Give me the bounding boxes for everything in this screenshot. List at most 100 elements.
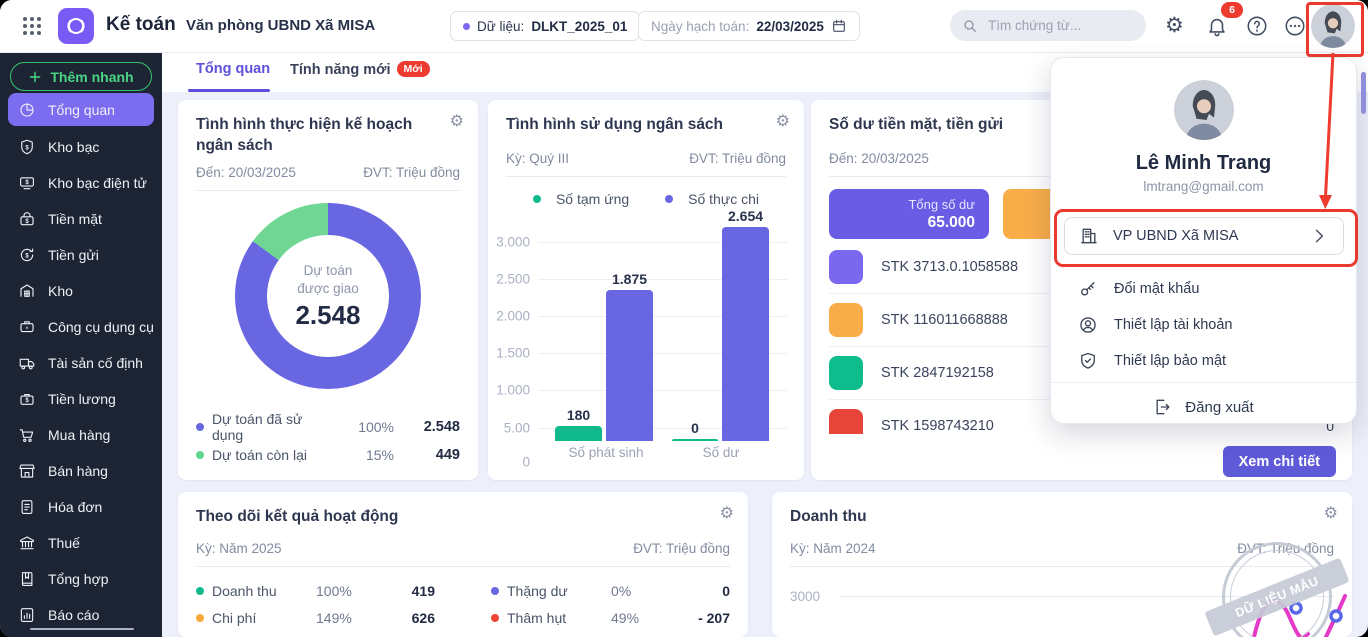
help-icon[interactable] bbox=[1246, 15, 1268, 37]
card-title: Tình hình sử dụng ngân sách bbox=[506, 116, 724, 133]
quick-add-label: Thêm nhanh bbox=[50, 68, 134, 85]
search-input[interactable] bbox=[986, 17, 1130, 34]
legend-row: Dự toán đã sử dụng 100% 2.548 bbox=[196, 411, 460, 443]
card-title: Theo dõi kết quả hoạt động bbox=[196, 508, 399, 525]
account-row[interactable]: STK 1598743210 0 bbox=[829, 400, 1334, 434]
card-title: Doanh thu bbox=[790, 508, 867, 525]
cash-wallet-icon: $ bbox=[20, 212, 34, 226]
e-treasury-card-icon: $ bbox=[20, 177, 34, 190]
sidebar-item-tien-gui[interactable]: $ Tiền gửi bbox=[8, 237, 154, 273]
app-title: Kế toán bbox=[106, 14, 176, 35]
sidebar-item-tong-hop[interactable]: Tổng hợp bbox=[8, 561, 154, 597]
period-label: Kỳ: Năm 2024 bbox=[790, 541, 876, 556]
treasury-shield-icon: $ bbox=[21, 139, 33, 155]
warehouse-icon bbox=[20, 284, 34, 297]
card-gear-icon[interactable]: ⚙ bbox=[775, 113, 790, 130]
building-icon bbox=[1081, 228, 1097, 244]
unit-label: ĐVT: Triệu đồng bbox=[689, 151, 786, 166]
more-options-icon[interactable] bbox=[1284, 15, 1306, 37]
x-category: Số dư bbox=[702, 445, 740, 460]
bar-thuc-chi-phat-sinh: 1.875 bbox=[606, 271, 653, 441]
sidebar-item-kho[interactable]: Kho bbox=[8, 273, 154, 309]
legend-item[interactable]: Số tạm ứng bbox=[532, 191, 629, 207]
legend-dot-icon bbox=[196, 451, 204, 459]
user-circle-icon bbox=[1080, 317, 1096, 333]
user-menu-dropdown: Lê Minh Trang lmtrang@gmail.com VP UBND … bbox=[1050, 57, 1357, 424]
sidebar-item-thue[interactable]: Thuế bbox=[8, 525, 154, 561]
revenue-chart-grid: 3000 bbox=[790, 589, 1334, 604]
legend-dot-icon bbox=[532, 195, 541, 203]
sidebar-item-tien-luong[interactable]: $ Tiền lương bbox=[8, 381, 154, 417]
data-dot-icon bbox=[463, 22, 470, 30]
sidebar-item-cong-cu-dung-cu[interactable]: Công cụ dụng cụ bbox=[8, 309, 154, 345]
notifications-bell-icon[interactable] bbox=[1206, 15, 1228, 37]
tab-overview[interactable]: Tổng quan bbox=[196, 61, 271, 77]
user-avatar[interactable] bbox=[1311, 4, 1355, 48]
sidebar-item-kho-bac[interactable]: $ Kho bạc bbox=[8, 129, 154, 165]
legend-item[interactable]: Số thực chi bbox=[665, 191, 759, 207]
metric-row: Thặng dư 0% 0 bbox=[491, 577, 730, 604]
date-pill-value: 22/03/2025 bbox=[756, 18, 824, 34]
sidebar-scroll-indicator[interactable] bbox=[30, 628, 134, 630]
chevron-right-icon bbox=[1315, 229, 1323, 243]
sidebar-item-mua-hang[interactable]: Mua hàng bbox=[8, 417, 154, 453]
search-icon bbox=[964, 19, 976, 32]
plus-icon bbox=[30, 71, 41, 82]
metric-row: Thâm hụt 49% - 207 bbox=[491, 604, 730, 631]
menu-item-change-password[interactable]: Đổi mật khẩu bbox=[1064, 271, 1344, 307]
sidebar-item-ban-hang[interactable]: Bán hàng bbox=[8, 453, 154, 489]
shield-check-icon bbox=[1081, 352, 1095, 369]
legend-row: Dự toán còn lại 15% 449 bbox=[196, 441, 460, 469]
card-gear-icon[interactable]: ⚙ bbox=[719, 505, 734, 522]
scrollbar-thumb[interactable] bbox=[1361, 72, 1366, 114]
menu-item-account-settings[interactable]: Thiết lập tài khoản bbox=[1064, 307, 1344, 343]
metric-row: Doanh thu 100% 419 bbox=[196, 577, 435, 604]
sidebar-item-bao-cao[interactable]: Báo cáo bbox=[8, 597, 154, 633]
user-email: lmtrang@gmail.com bbox=[1143, 179, 1264, 194]
view-detail-button[interactable]: Xem chi tiết bbox=[1222, 446, 1336, 477]
data-file-pill[interactable]: Dữ liệu: DLKT_2025_01 bbox=[450, 11, 641, 41]
posting-date-pill[interactable]: Ngày hạch toán: 22/03/2025 bbox=[638, 11, 860, 41]
date-pill-label: Ngày hạch toán: bbox=[651, 18, 750, 34]
account-color-icon bbox=[829, 409, 863, 434]
sidebar-item-tien-mat[interactable]: $ Tiền mặt bbox=[8, 201, 154, 237]
pie-chart-icon bbox=[20, 102, 34, 117]
donut-center-value: 2.548 bbox=[295, 299, 361, 330]
sidebar-item-tai-san-co-dinh[interactable]: Tài sản cố định bbox=[8, 345, 154, 381]
legend-dot-icon bbox=[196, 613, 204, 622]
legend-dot-icon bbox=[196, 586, 204, 595]
quick-add-button[interactable]: Thêm nhanh bbox=[10, 62, 152, 91]
metric-row: Chi phí 149% 626 bbox=[196, 604, 435, 631]
total-balance-box[interactable]: Tổng số dư 65.000 bbox=[829, 189, 989, 239]
calendar-icon bbox=[833, 19, 845, 32]
settings-gear-icon[interactable]: ⚙ bbox=[1165, 14, 1184, 37]
app-grid-icon[interactable] bbox=[20, 14, 44, 38]
notification-badge: 6 bbox=[1221, 2, 1243, 18]
search-box[interactable] bbox=[950, 10, 1146, 41]
card-gear-icon[interactable]: ⚙ bbox=[1323, 505, 1338, 522]
legend-dot-icon bbox=[196, 423, 204, 431]
card-revenue: Doanh thu ⚙ Kỳ: Năm 2024 ĐVT: Triệu đồng… bbox=[772, 492, 1352, 637]
unit-label: ĐVT: Triệu đồng bbox=[1237, 541, 1334, 556]
sidebar-item-tong-quan[interactable]: Tổng quan bbox=[8, 93, 154, 126]
sidebar-item-hoa-don[interactable]: Hóa đơn bbox=[8, 489, 154, 525]
period-label: Kỳ: Quý III bbox=[506, 151, 570, 166]
zero-tick: 0 bbox=[522, 454, 530, 470]
bar-thuc-chi-so-du: 2.654 bbox=[722, 208, 769, 441]
misa-logo-icon[interactable] bbox=[58, 8, 94, 44]
tools-case-icon bbox=[20, 321, 34, 333]
svg-text:$: $ bbox=[25, 219, 29, 225]
period-label: Kỳ: Năm 2025 bbox=[196, 541, 282, 556]
menu-item-security-settings[interactable]: Thiết lập bảo mật bbox=[1064, 343, 1344, 379]
menu-item-organization[interactable]: VP UBND Xã MISA bbox=[1064, 217, 1344, 255]
svg-text:$: $ bbox=[25, 145, 29, 151]
menu-item-logout[interactable]: Đăng xuất bbox=[1051, 390, 1356, 424]
sidebar: Thêm nhanh Tổng quan $ Kho bạc $ Kho bạc… bbox=[0, 52, 162, 637]
new-badge: Mới bbox=[396, 61, 430, 77]
svg-text:$: $ bbox=[25, 398, 29, 404]
sample-data-watermark: DỮ LIỆU MẪU bbox=[1200, 520, 1352, 637]
tab-new-features[interactable]: Tính năng mới Mới bbox=[290, 61, 430, 78]
card-gear-icon[interactable]: ⚙ bbox=[449, 113, 464, 130]
sidebar-item-kho-bac-dien-tu[interactable]: $ Kho bạc điện tử bbox=[8, 165, 154, 201]
unit-label: ĐVT: Triệu đồng bbox=[633, 541, 730, 556]
